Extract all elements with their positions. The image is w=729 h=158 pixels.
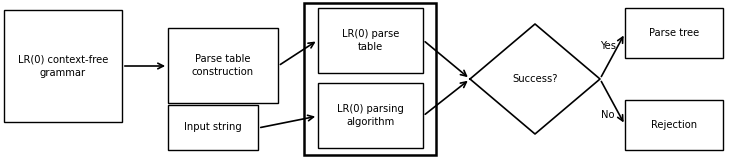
Bar xyxy=(168,105,258,150)
Bar xyxy=(168,28,278,103)
Text: Rejection: Rejection xyxy=(651,120,697,130)
Text: Success?: Success? xyxy=(512,74,558,84)
Text: No: No xyxy=(601,110,615,120)
Text: LR(0) parsing
algorithm: LR(0) parsing algorithm xyxy=(337,104,404,127)
Text: Parse table
construction: Parse table construction xyxy=(192,54,254,77)
Bar xyxy=(318,8,423,73)
Bar xyxy=(4,10,122,122)
Text: LR(0) parse
table: LR(0) parse table xyxy=(342,29,399,52)
Bar xyxy=(625,100,723,150)
Text: Parse tree: Parse tree xyxy=(649,28,699,38)
Bar xyxy=(625,8,723,58)
Bar xyxy=(318,83,423,148)
Text: Input string: Input string xyxy=(184,122,242,133)
Text: LR(0) context-free
grammar: LR(0) context-free grammar xyxy=(17,54,108,78)
Bar xyxy=(304,3,436,155)
Text: Yes: Yes xyxy=(600,41,616,51)
